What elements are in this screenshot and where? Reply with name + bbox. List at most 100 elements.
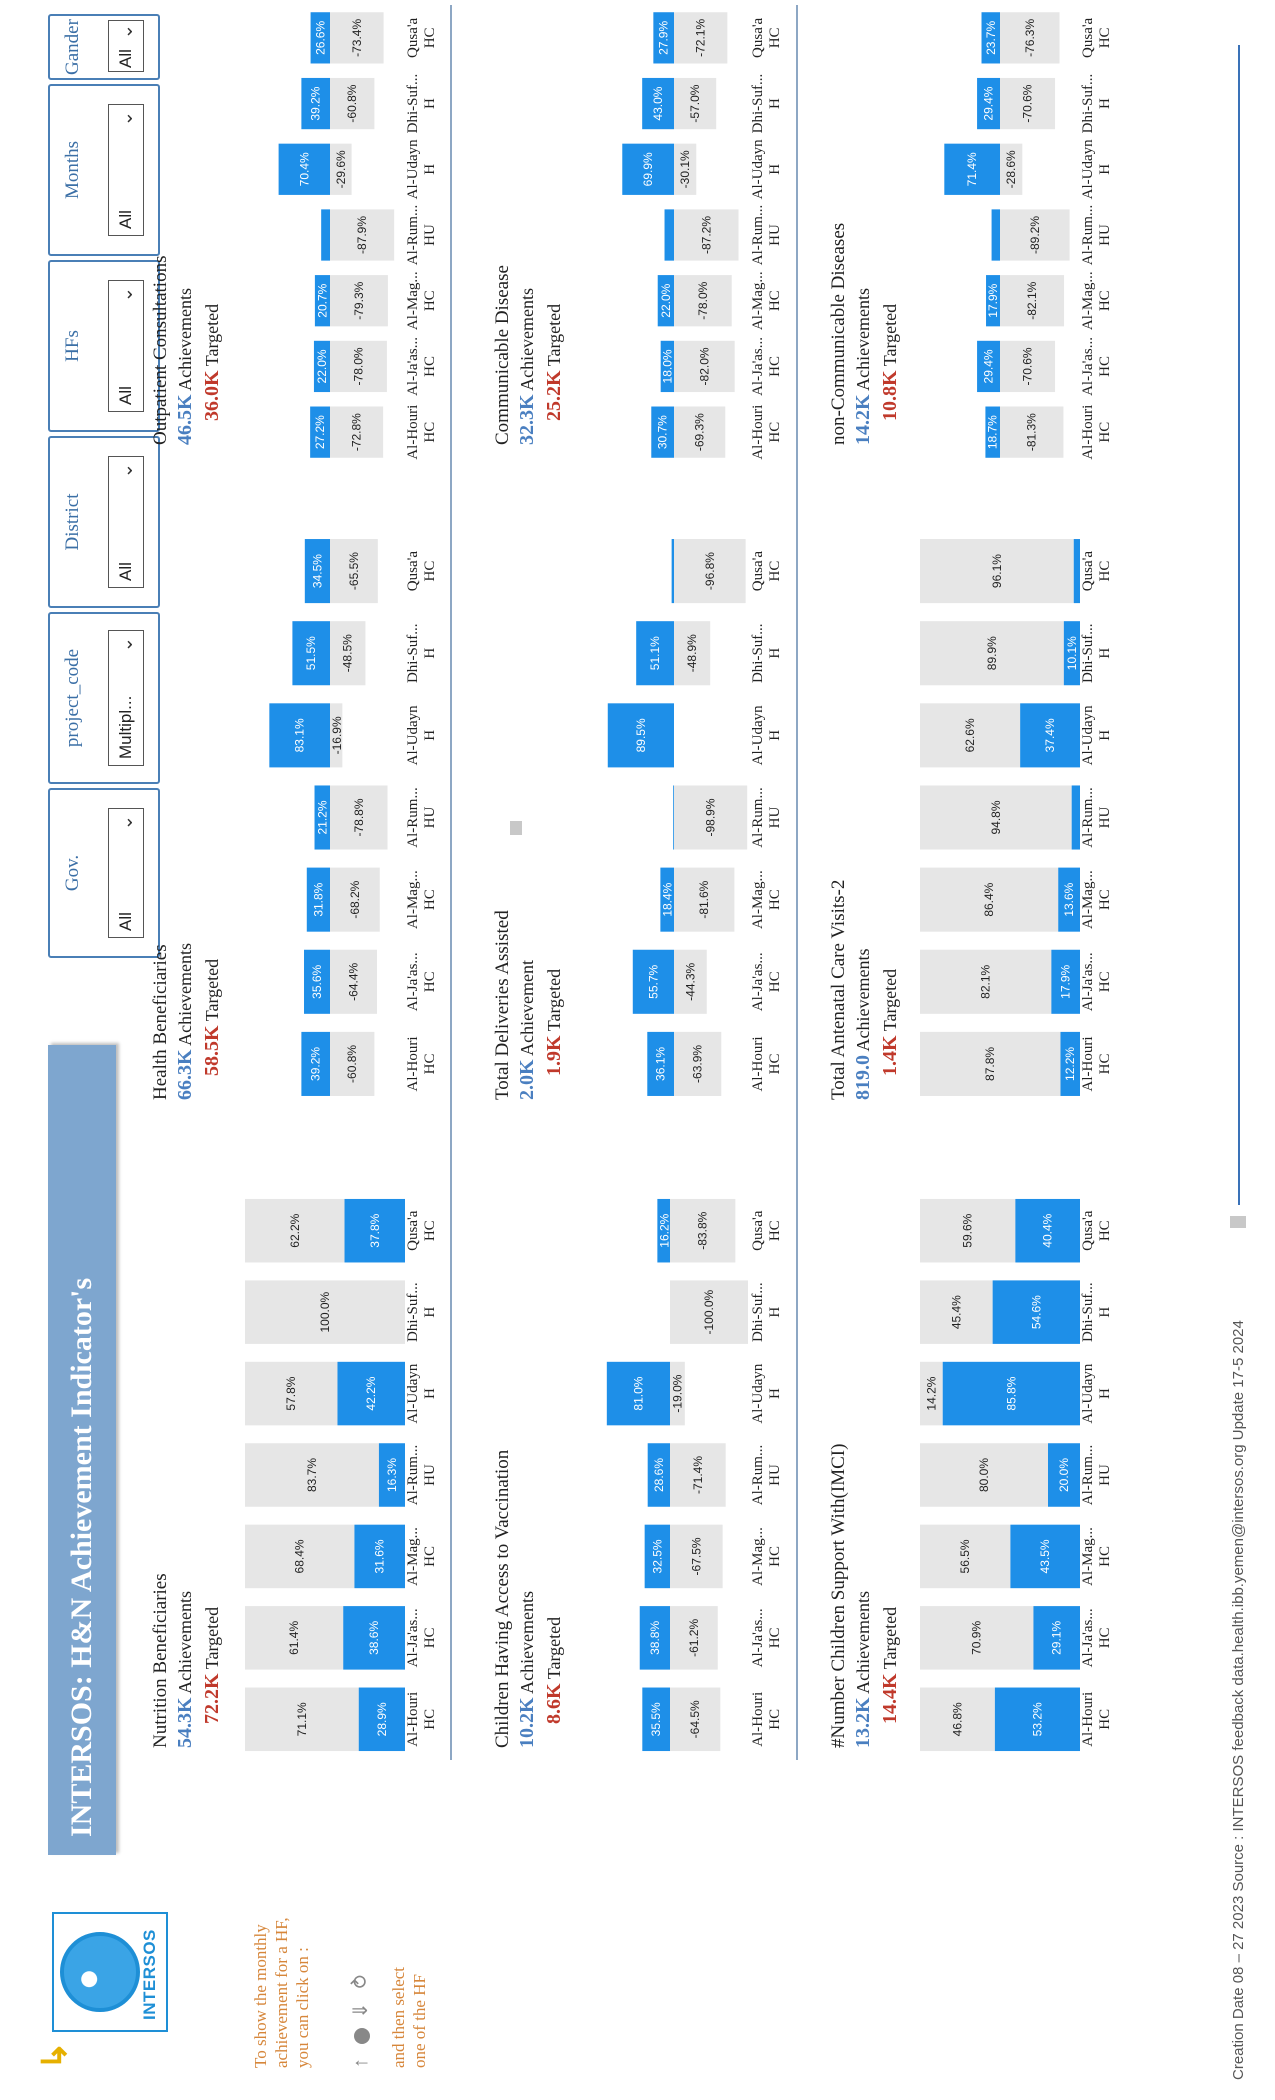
remaining-bar: [330, 406, 384, 458]
anc-chart[interactable]: 12.2% 87.8% 17.9% 82.1% 13.6% 86.4% 94.8% 37.4%…: [920, 530, 1081, 1105]
data-label: 43.0%: [651, 86, 665, 120]
remaining-bar: [674, 867, 735, 932]
achieved-bar: [644, 1524, 671, 1589]
category-label: Al-Rum... HU: [750, 204, 783, 266]
data-label: 68.4%: [293, 1539, 307, 1573]
category-label: Al-Udayn H: [405, 705, 438, 766]
data-label: 53.2%: [1030, 1702, 1044, 1736]
back-arrow-icon[interactable]: ↳: [36, 2041, 74, 2071]
data-label: 30.7%: [656, 415, 670, 449]
vaccination-chart[interactable]: 35.5% -64.5% 38.8% -61.2% 32.5% -67.5% 28.6% -7…: [590, 1190, 750, 1760]
data-label: -16.9%: [330, 716, 344, 754]
imci-chart[interactable]: 53.2% 46.8% 29.1% 70.9% 43.5% 56.5% 20.0% 80.0%…: [920, 1190, 1081, 1760]
category-label: Qusa'a HC: [405, 550, 438, 592]
communicable-categories: Al-Houri HC Al-Ja'as... HC Al-Mag... HC Al-…: [750, 5, 794, 465]
district-select[interactable]: All ⌄: [108, 456, 144, 588]
remaining-bar: [920, 539, 1074, 604]
data-label: -61.2%: [687, 1619, 701, 1657]
data-label: 46.8%: [950, 1702, 964, 1736]
kpi-label: Targeted: [880, 968, 900, 1032]
category-label: Dhi-Suf... H: [750, 1282, 783, 1342]
kpi-value: 32.3K: [516, 394, 538, 445]
communicable-chart[interactable]: 30.7% -69.3% 18.0% -82.0% 22.0% -78.0% -87.2% 6…: [598, 5, 750, 465]
remaining-bar: [1000, 275, 1065, 327]
globe-icon: [60, 1932, 140, 2012]
section-title: Health Beneficiaries: [150, 944, 171, 1100]
project-code-select[interactable]: Multipl... ⌄: [108, 630, 144, 766]
ncd-chart[interactable]: 18.7% -81.3% 29.4% -70.6% 17.9% -82.1% -89.2% 7…: [920, 5, 1080, 465]
data-label: 29.4%: [982, 86, 996, 120]
data-label: 18.4%: [660, 882, 674, 916]
achieved-bar: [313, 340, 330, 393]
kpi-achievements: 54.3K Achievements: [174, 1573, 197, 1748]
achieved-bar: [673, 785, 674, 850]
achieved-bar: [606, 1361, 670, 1426]
category-label: Dhi-Suf... H: [405, 73, 438, 134]
chart-svg: 39.2% -60.8% 35.6% -64.4% 31.8% -68.2% 21.2% -7…: [269, 539, 388, 1096]
filter-project-code[interactable]: project_code Multipl... ⌄: [48, 612, 160, 784]
data-label: 43.5%: [1038, 1539, 1052, 1573]
health-chart[interactable]: 39.2% -60.8% 35.6% -64.4% 31.8% -68.2% 21.2% -7…: [255, 530, 405, 1105]
data-label: 71.4%: [965, 152, 979, 186]
achieved-bar: [660, 867, 674, 932]
kpi-targeted: 1.9K Targeted: [543, 910, 566, 1100]
achieved-bar: [642, 1687, 671, 1752]
kpi-value: 819.0: [852, 1055, 874, 1100]
category-label: Al-Udayn H: [1080, 705, 1113, 766]
category-label: Al-Ja'as... HC: [750, 1608, 783, 1668]
gander-select[interactable]: All ⌄: [108, 20, 144, 72]
deliveries-chart[interactable]: 36.1% -63.9% 55.7% -44.3% 18.4% -81.6% -98.9% 8…: [598, 530, 750, 1105]
scrollbar-nub[interactable]: [510, 821, 522, 835]
achieved-bar: [991, 209, 1000, 261]
filter-label: HFs: [62, 330, 83, 362]
section-title: #Number Children Support With(IMCI): [828, 1443, 849, 1748]
achieved-bar: [1033, 1606, 1081, 1670]
category-label: Al-Houri HC: [405, 1691, 438, 1747]
opd-chart[interactable]: 27.2% -72.8% 22.0% -78.0% 20.7% -79.3% -87.9% 7…: [255, 5, 405, 465]
filter-gov[interactable]: Gov. All ⌄: [48, 788, 160, 958]
kpi-value: 1.4K: [879, 1035, 901, 1076]
nutrition-chart[interactable]: 28.9% 71.1% 38.6% 61.4% 31.6% 68.4% 16.3% 83.7%…: [245, 1190, 406, 1760]
drill-icons: ↑ ⇓ ⥁: [348, 1971, 373, 2068]
remaining-bar: [674, 621, 711, 686]
data-label: -78.8%: [352, 798, 366, 836]
chart-svg: 27.2% -72.8% 22.0% -78.0% 20.7% -79.3% -87.9% 7…: [278, 12, 395, 458]
section-ncd: non-Communicable Diseases 14.2K Achievem…: [828, 223, 902, 445]
section-deliveries: Total Deliveries Assisted 2.0K Achieveme…: [492, 910, 566, 1100]
data-label: 69.9%: [641, 152, 655, 186]
achieved-bar: [344, 1198, 405, 1263]
data-label: -82.0%: [697, 347, 711, 385]
months-select[interactable]: All ⌄: [108, 104, 144, 236]
achieved-bar: [321, 209, 330, 261]
remaining-bar: [670, 1443, 726, 1507]
achieved-bar: [269, 703, 330, 768]
remaining-bar: [674, 77, 717, 130]
achieved-bar: [664, 209, 674, 261]
kpi-achievements: 13.2K Achievements: [852, 1444, 875, 1748]
data-label: 71.1%: [295, 1702, 309, 1736]
category-label: Dhi-Suf... H: [405, 1282, 438, 1342]
footer-divider: [1238, 45, 1240, 1205]
filter-months[interactable]: Months All ⌄: [48, 84, 160, 256]
achieved-bar: [981, 12, 1000, 64]
footer-scroll-nub[interactable]: [1230, 1216, 1246, 1228]
gov-select[interactable]: All ⌄: [108, 808, 144, 938]
filter-district[interactable]: District All ⌄: [48, 436, 160, 608]
data-label: -87.9%: [355, 216, 369, 254]
remaining-bar: [670, 1524, 723, 1589]
remaining-bar: [330, 143, 352, 195]
filter-gander[interactable]: Gander All ⌄: [48, 14, 160, 80]
data-label: -28.6%: [1004, 150, 1018, 188]
chart-svg: 28.9% 71.1% 38.6% 61.4% 31.6% 68.4% 16.3% 83.7%…: [245, 1198, 406, 1752]
health-categories: Al-Houri HC Al-Ja'as... HC Al-Mag... HC Al-…: [405, 530, 449, 1105]
data-label: 27.9%: [657, 21, 671, 55]
category-label: Qusa'a HC: [750, 550, 783, 592]
filter-hfs[interactable]: HFs All ⌄: [48, 260, 160, 432]
filter-label: Gov.: [62, 854, 83, 892]
category-label: Dhi-Suf... H: [1080, 1282, 1113, 1342]
hfs-select[interactable]: All ⌄: [108, 280, 144, 412]
data-label: -79.3%: [352, 281, 366, 319]
achieved-bar: [660, 340, 674, 393]
section-title: Nutrition Beneficiaries: [150, 1573, 171, 1748]
remaining-bar: [674, 539, 746, 604]
